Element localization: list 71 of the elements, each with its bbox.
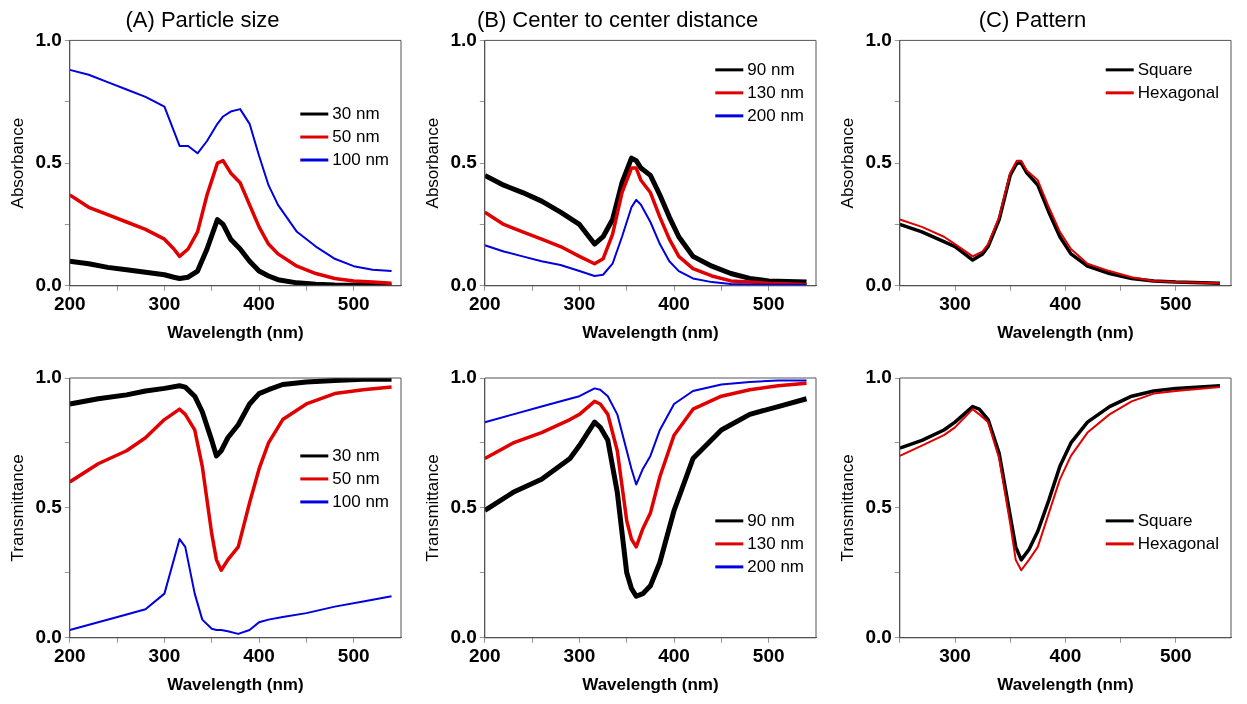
y-tick-label: 0.0 bbox=[865, 274, 892, 296]
y-tick-label: 0.0 bbox=[865, 626, 892, 648]
legend-label: Square bbox=[1137, 59, 1193, 79]
y-tick-label: 0.0 bbox=[450, 626, 477, 648]
x-axis-title: Wavelength (nm) bbox=[167, 323, 304, 343]
y-axis-title: Absorbance bbox=[837, 117, 857, 209]
x-tick-label: 500 bbox=[752, 293, 785, 315]
legend-label: 130 nm bbox=[747, 82, 804, 102]
y-axis-title: Transmittance bbox=[422, 454, 442, 562]
x-tick-label: 300 bbox=[563, 645, 596, 667]
x-axis-title: Wavelength (nm) bbox=[582, 675, 719, 695]
x-tick-label: 400 bbox=[243, 293, 275, 315]
legend-label: 130 nm bbox=[747, 533, 804, 553]
x-tick-label: 500 bbox=[1159, 293, 1192, 315]
x-tick-label: 200 bbox=[53, 645, 86, 667]
y-tick-label: 1.0 bbox=[865, 366, 892, 388]
legend-label: 90 nm bbox=[747, 510, 795, 530]
x-tick-label: 500 bbox=[337, 293, 370, 315]
legend-label: 200 nm bbox=[747, 556, 804, 576]
y-axis-title: Absorbance bbox=[7, 117, 27, 209]
legend-label: 100 nm bbox=[332, 149, 389, 169]
x-tick-label: 400 bbox=[1049, 645, 1082, 667]
y-tick-label: 0.0 bbox=[450, 274, 477, 296]
legend-label: 100 nm bbox=[332, 491, 389, 511]
y-tick-label: 0.5 bbox=[35, 151, 63, 173]
y-tick-label: 0.5 bbox=[450, 496, 478, 518]
x-tick-label: 400 bbox=[658, 645, 690, 667]
chart-title: (C) Pattern bbox=[978, 7, 1087, 33]
legend-label: 90 nm bbox=[747, 59, 795, 79]
x-tick-label: 300 bbox=[148, 293, 181, 315]
legend-label: Hexagonal bbox=[1137, 82, 1219, 102]
y-axis-title: Absorbance bbox=[422, 117, 442, 209]
y-tick-label: 0.0 bbox=[35, 274, 62, 296]
legend-label: 30 nm bbox=[332, 445, 380, 465]
x-tick-label: 400 bbox=[658, 293, 690, 315]
x-tick-label: 500 bbox=[1159, 645, 1192, 667]
y-tick-label: 0.5 bbox=[35, 496, 63, 518]
x-axis-title: Wavelength (nm) bbox=[167, 675, 304, 695]
y-axis-title: Transmittance bbox=[7, 454, 27, 562]
y-tick-label: 1.0 bbox=[865, 28, 892, 50]
x-tick-label: 400 bbox=[243, 645, 275, 667]
legend-label: 50 nm bbox=[332, 126, 380, 146]
x-tick-label: 300 bbox=[148, 645, 181, 667]
x-axis-title: Wavelength (nm) bbox=[582, 323, 719, 343]
y-tick-label: 0.5 bbox=[865, 151, 893, 173]
x-tick-label: 200 bbox=[468, 293, 501, 315]
y-tick-label: 1.0 bbox=[450, 28, 477, 50]
x-axis-title: Wavelength (nm) bbox=[997, 323, 1134, 343]
x-tick-label: 500 bbox=[337, 645, 370, 667]
x-axis-title: Wavelength (nm) bbox=[997, 675, 1134, 695]
y-tick-label: 0.0 bbox=[35, 626, 62, 648]
x-tick-label: 400 bbox=[1049, 293, 1082, 315]
y-axis-title: Transmittance bbox=[837, 454, 857, 562]
legend-label: 50 nm bbox=[332, 468, 380, 488]
x-tick-label: 200 bbox=[468, 645, 501, 667]
y-tick-label: 0.5 bbox=[450, 151, 478, 173]
x-tick-label: 300 bbox=[563, 293, 596, 315]
x-tick-label: 500 bbox=[752, 645, 785, 667]
legend-label: Hexagonal bbox=[1137, 533, 1219, 553]
y-tick-label: 1.0 bbox=[35, 366, 62, 388]
legend-label: Square bbox=[1137, 510, 1193, 530]
y-tick-label: 0.5 bbox=[865, 496, 893, 518]
x-tick-label: 300 bbox=[939, 645, 971, 667]
chart-title: (A) Particle size bbox=[125, 7, 280, 33]
x-tick-label: 300 bbox=[939, 293, 971, 315]
legend-label: 200 nm bbox=[747, 105, 804, 125]
y-tick-label: 1.0 bbox=[450, 366, 477, 388]
chart-title: (B) Center to center distance bbox=[476, 7, 759, 33]
y-tick-label: 1.0 bbox=[35, 28, 62, 50]
legend-label: 30 nm bbox=[332, 103, 380, 123]
x-tick-label: 200 bbox=[53, 293, 86, 315]
